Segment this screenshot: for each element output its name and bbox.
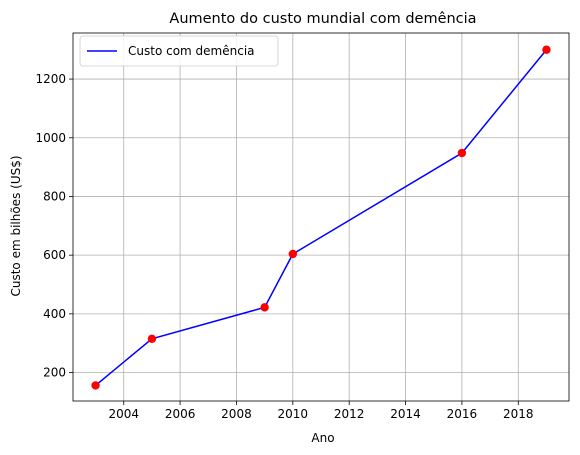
legend: Custo com demência — [80, 36, 278, 66]
plot-frame — [73, 33, 569, 401]
x-tick-label: 2012 — [334, 407, 365, 421]
x-tick-label: 2004 — [108, 407, 139, 421]
y-axis-label: Custo em bilhões (US$) — [9, 155, 23, 296]
y-tick-label: 200 — [43, 366, 66, 380]
series-line — [96, 50, 547, 386]
grid — [73, 33, 569, 401]
data-point — [91, 381, 99, 389]
y-tick-label: 1200 — [35, 72, 66, 86]
x-axis-label: Ano — [311, 431, 334, 445]
data-point — [458, 149, 466, 157]
data-point — [148, 335, 156, 343]
x-tick-label: 2018 — [503, 407, 534, 421]
y-tick-label: 600 — [43, 248, 66, 262]
x-tick-label: 2006 — [165, 407, 196, 421]
y-tick-label: 1000 — [35, 131, 66, 145]
legend-label: Custo com demência — [128, 44, 255, 58]
data-point — [260, 303, 268, 311]
data-point — [542, 46, 550, 54]
x-tick-label: 2010 — [278, 407, 309, 421]
y-tick-label: 400 — [43, 307, 66, 321]
x-tick-label: 2008 — [221, 407, 252, 421]
y-tick-label: 800 — [43, 189, 66, 203]
data-point — [289, 250, 297, 258]
ticks: 2004 2006 2008 2010 2012 2014 2016 2018 200 400 60… — [35, 72, 533, 421]
x-tick-label: 2016 — [447, 407, 478, 421]
series-layer — [91, 46, 550, 390]
chart-title: Aumento do custo mundial com demência — [169, 11, 476, 27]
x-tick-label: 2014 — [390, 407, 421, 421]
